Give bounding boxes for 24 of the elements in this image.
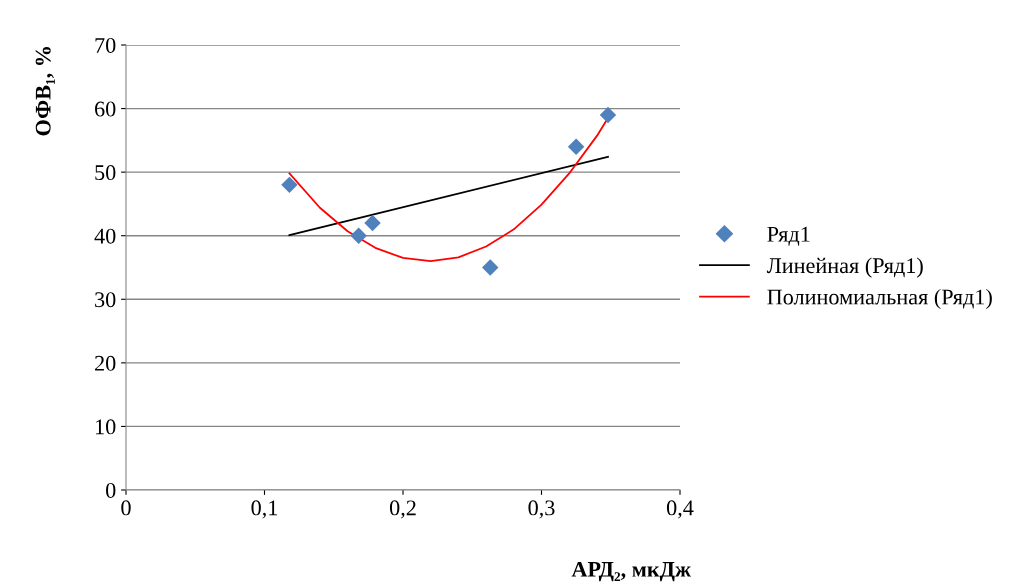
legend-label: Полиномиальная (Ряд1) xyxy=(767,288,992,310)
y-tick-label: 20 xyxy=(95,355,116,371)
y-tick-label: 0 xyxy=(106,482,116,498)
x-tick-label: 0,4 xyxy=(666,500,694,519)
y-tick-label: 70 xyxy=(95,37,116,53)
y-tick-label: 50 xyxy=(95,165,116,181)
x-tick-label: 0,2 xyxy=(389,500,416,519)
legend-label: Линейная (Ряд1) xyxy=(766,257,923,278)
point xyxy=(364,214,381,232)
y-tick-label: 30 xyxy=(95,292,116,308)
point xyxy=(567,138,585,155)
x-tick-label: 0 xyxy=(121,500,131,516)
y-axis-title: ОФВ₁, % xyxy=(35,47,55,136)
point xyxy=(281,176,298,194)
y-tick-label: 10 xyxy=(96,419,116,435)
x-tick-label: 0,1 xyxy=(251,500,278,519)
legend-label: Ряд1 xyxy=(767,226,810,246)
point xyxy=(350,227,367,244)
y-tick-label: 40 xyxy=(94,228,116,244)
point xyxy=(599,106,617,124)
x-tick-label: 0,3 xyxy=(528,500,555,519)
point xyxy=(482,259,499,276)
x-axis-title: АРД₂, мкДж xyxy=(571,561,692,582)
y-tick-label: 60 xyxy=(95,101,116,117)
